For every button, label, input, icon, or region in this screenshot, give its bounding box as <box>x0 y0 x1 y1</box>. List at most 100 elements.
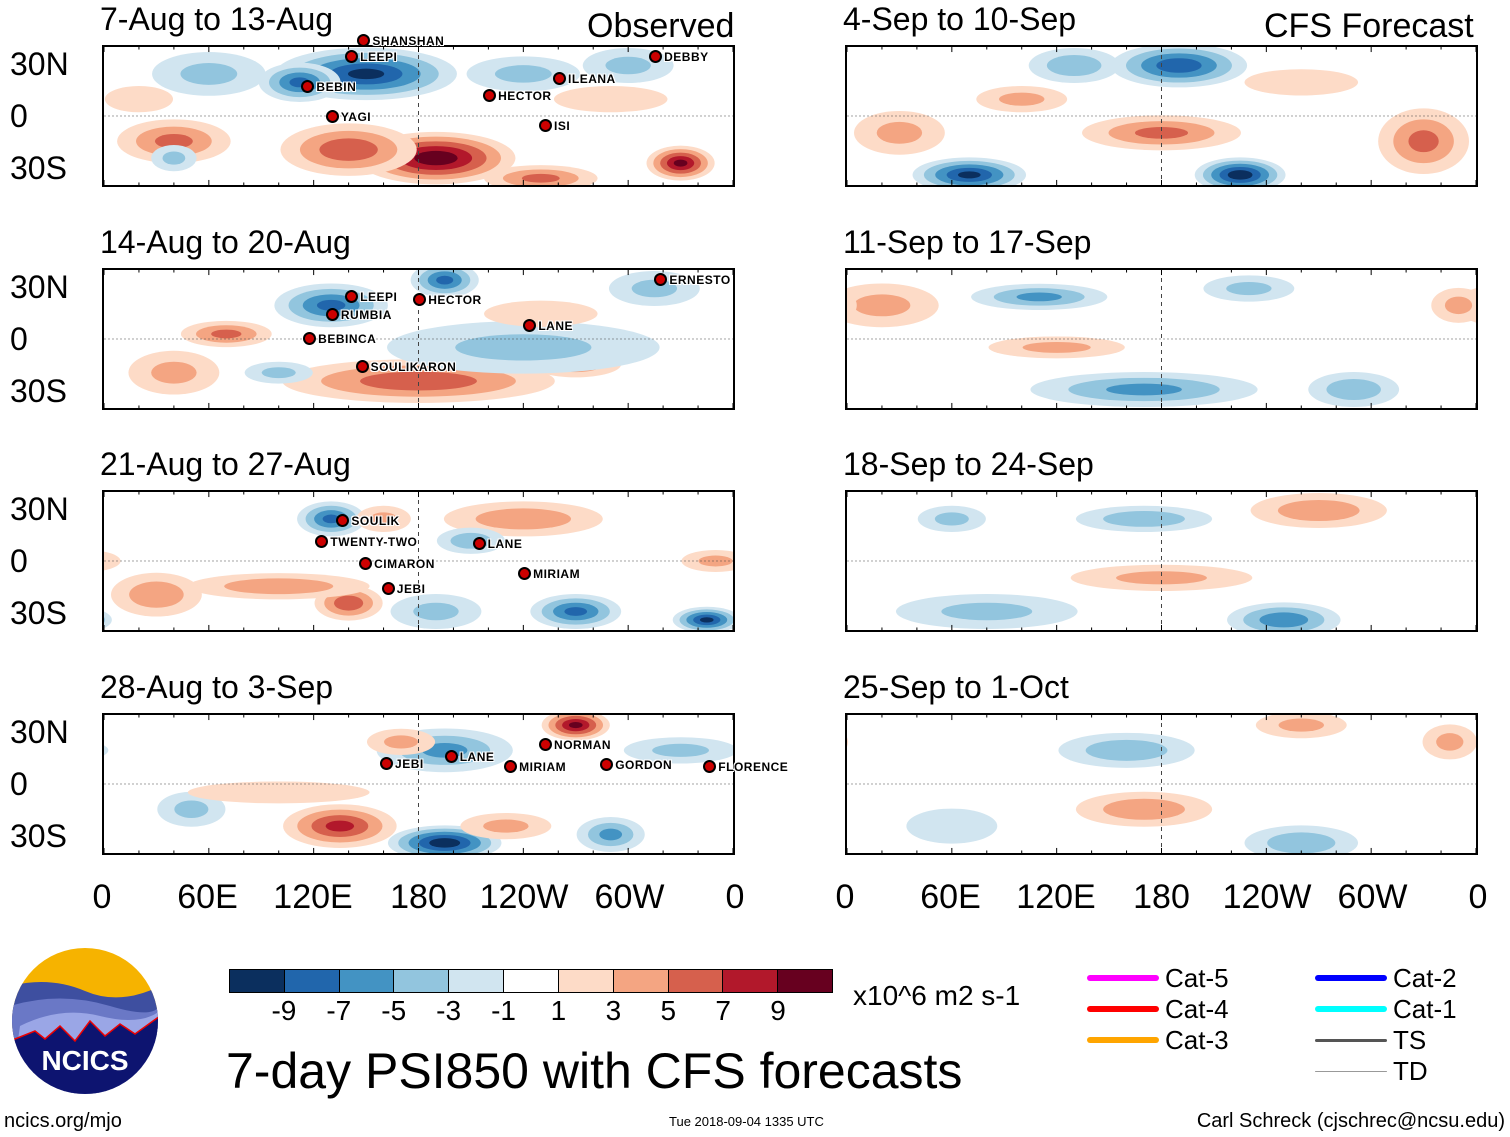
figure-title: 7-day PSI850 with CFS forecasts <box>226 1043 963 1099</box>
storm-label: ISI <box>539 118 570 133</box>
anomaly-contour <box>1226 281 1272 296</box>
anomaly-contour <box>847 291 857 319</box>
storm-label: RUMBIA <box>325 308 392 322</box>
legend-line-ts <box>1315 1038 1387 1042</box>
lat-label: 30S <box>10 150 67 186</box>
storm-label: SHANSHAN <box>357 33 444 48</box>
logo-text: NCICS <box>41 1045 128 1076</box>
storm-marker-icon <box>539 738 553 752</box>
storm-marker-icon <box>504 760 518 774</box>
storm-label: MIRIAM <box>518 567 580 581</box>
anomaly-contour <box>369 512 398 526</box>
anomaly-contour <box>360 371 477 391</box>
storm-label: JEBI <box>381 582 426 596</box>
lat-label: 30S <box>10 373 67 409</box>
storm-marker-icon <box>600 758 614 772</box>
lon-label: 0 <box>725 878 745 916</box>
footer-url[interactable]: ncics.org/mjo <box>4 1110 122 1132</box>
lon-label: 0 <box>1468 878 1488 916</box>
anomaly-contour <box>413 602 459 621</box>
panel-title: 28-Aug to 3-Sep <box>100 669 334 705</box>
colorbar-swatch <box>668 970 724 992</box>
anomaly-field <box>847 715 1476 853</box>
anomaly-contour <box>568 722 583 729</box>
legend-line-cat-5 <box>1087 975 1159 981</box>
anomaly-contour <box>673 159 688 167</box>
lat-label: 30N <box>10 714 69 750</box>
storm-label: SOULIK <box>336 513 399 528</box>
panel-title: 21-Aug to 27-Aug <box>100 446 351 482</box>
storm-marker-icon <box>649 50 663 64</box>
anomaly-contour <box>941 602 1033 621</box>
anomaly-contour <box>1326 378 1381 400</box>
storm-label: TWENTY-TWO <box>315 535 417 549</box>
anomaly-contour <box>631 279 678 298</box>
anomaly-contour <box>521 173 560 183</box>
storm-marker-icon <box>303 331 317 345</box>
anomaly-field <box>104 47 733 185</box>
anomaly-contour <box>316 299 346 311</box>
storm-marker-icon <box>472 537 486 551</box>
storm-name: LANE <box>459 750 495 765</box>
map-panel: SOULIK TWENTY-TWO CIMARON JEBI LANE MIRIAM <box>102 490 735 632</box>
anomaly-field <box>104 270 733 408</box>
lat-label: 30S <box>10 595 67 631</box>
colorbar <box>229 969 833 993</box>
anomaly-contour <box>1085 739 1168 761</box>
storm-marker-icon <box>654 273 668 287</box>
anomaly-contour <box>999 92 1045 106</box>
legend-label: TS <box>1393 1025 1427 1055</box>
anomaly-contour <box>1436 733 1464 751</box>
anomaly-contour <box>224 578 334 595</box>
panel-title: 7-Aug to 13-Aug <box>100 1 334 37</box>
map-panel <box>845 268 1478 410</box>
footer-author: Carl Schreck (cjschrec@ncsu.edu) <box>1196 1110 1505 1132</box>
colorbar-label: -9 <box>271 995 297 1026</box>
lon-label: 60W <box>594 878 665 916</box>
map-panel: JEBI LANE MIRIAM NORMAN GORDON FLORENCE <box>102 713 788 855</box>
anomaly-contour <box>322 514 340 524</box>
legend-line-td <box>1315 1070 1387 1072</box>
anomaly-contour <box>1278 718 1324 732</box>
anomaly-contour <box>847 737 849 747</box>
legend-label: Cat-2 <box>1393 963 1457 993</box>
legend-line-cat-2 <box>1315 975 1387 981</box>
lat-label: 30N <box>10 46 69 82</box>
anomaly-contour <box>429 838 461 848</box>
storm-label: LANE <box>472 537 523 551</box>
anomaly-contour <box>180 62 238 85</box>
colorbar-swatch <box>778 970 832 992</box>
colorbar-swatch <box>613 970 669 992</box>
storm-label: HECTOR <box>413 293 481 307</box>
storm-name: BEBIN <box>316 80 357 95</box>
storm-marker-icon <box>355 360 369 374</box>
storm-name: LANE <box>538 318 573 333</box>
storm-marker-icon <box>380 756 394 770</box>
storm-marker-icon <box>301 80 315 94</box>
ncics-logo: NCICS <box>12 948 158 1094</box>
panel-title: 11-Sep to 17-Sep <box>843 224 1092 260</box>
storm-label: SOULIKARON <box>355 360 457 374</box>
anomaly-contour <box>1244 69 1359 96</box>
anomaly-contour <box>1106 383 1182 396</box>
storm-label: MIRIAM <box>504 760 566 774</box>
legend-label: TD <box>1393 1056 1428 1086</box>
storm-label: LEEPI <box>345 50 397 64</box>
anomaly-contour <box>154 133 193 149</box>
storm-label: DEBBY <box>649 50 709 64</box>
colorbar-swatch <box>230 970 285 992</box>
anomaly-contour <box>436 275 454 285</box>
lon-label: 0 <box>835 878 855 916</box>
storm-name: MIRIAM <box>533 567 581 582</box>
storm-label: FLORENCE <box>703 760 788 774</box>
storm-marker-icon <box>336 513 350 527</box>
storm-name: DEBBY <box>664 50 709 65</box>
legend-label: Cat-1 <box>1393 994 1457 1024</box>
anomaly-contour <box>698 555 733 567</box>
storm-label: BEBIN <box>301 80 356 94</box>
storm-marker-icon <box>325 308 339 322</box>
anomaly-contour <box>957 171 981 179</box>
storm-marker-icon <box>381 582 395 596</box>
lat-label: 30N <box>10 269 69 305</box>
storm-label: ILEANA <box>553 72 616 86</box>
